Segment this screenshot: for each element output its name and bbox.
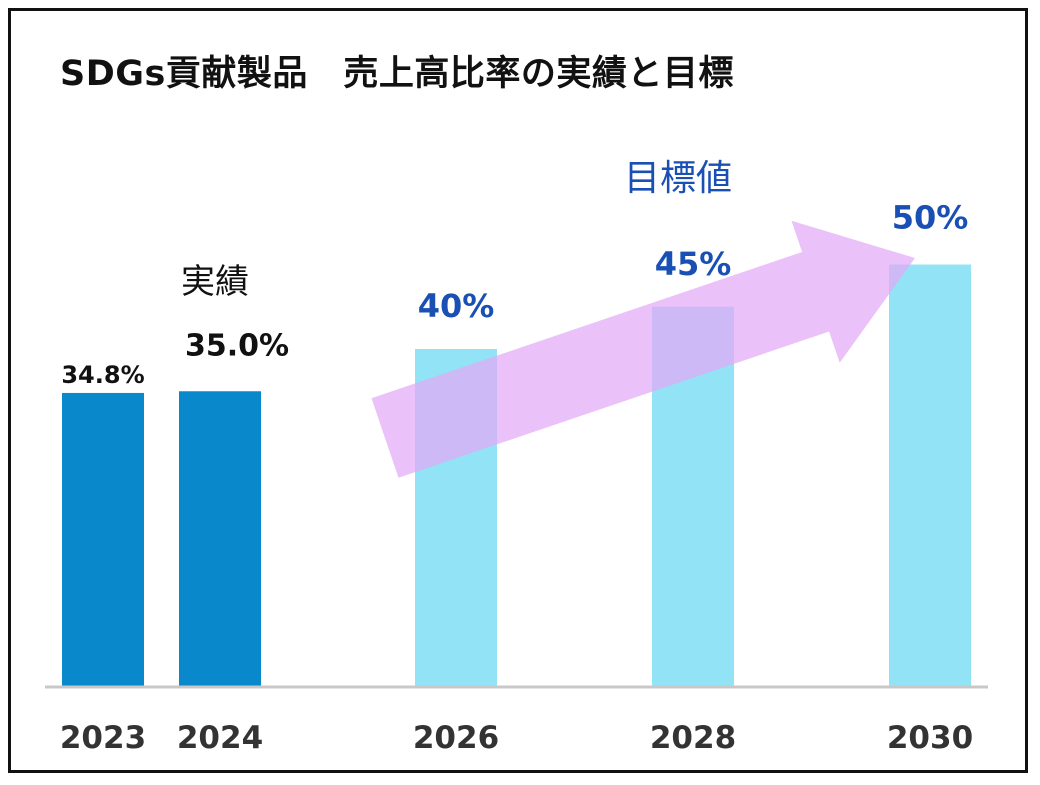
bar-2023 bbox=[62, 392, 144, 687]
chart-title: SDGs貢献製品 売上高比率の実績と目標 bbox=[60, 54, 734, 94]
value-label-2030: 50% bbox=[892, 199, 969, 237]
value-label-2026: 40% bbox=[418, 287, 495, 325]
target-arrow bbox=[371, 220, 915, 478]
bar-2024 bbox=[179, 391, 261, 687]
category-label-2030: 2030 bbox=[887, 720, 973, 756]
value-label-2024: 35.0% bbox=[185, 328, 289, 363]
annotation-actual: 実績 bbox=[181, 262, 249, 302]
value-label-2028: 45% bbox=[655, 245, 732, 283]
bar-2030 bbox=[889, 264, 971, 687]
value-label-2023: 34.8% bbox=[61, 361, 144, 389]
category-label-2023: 2023 bbox=[60, 720, 146, 756]
category-label-2026: 2026 bbox=[413, 720, 499, 756]
category-label-2028: 2028 bbox=[650, 720, 736, 756]
category-label-2024: 2024 bbox=[177, 720, 263, 756]
annotation-target: 目標値 bbox=[624, 158, 732, 199]
